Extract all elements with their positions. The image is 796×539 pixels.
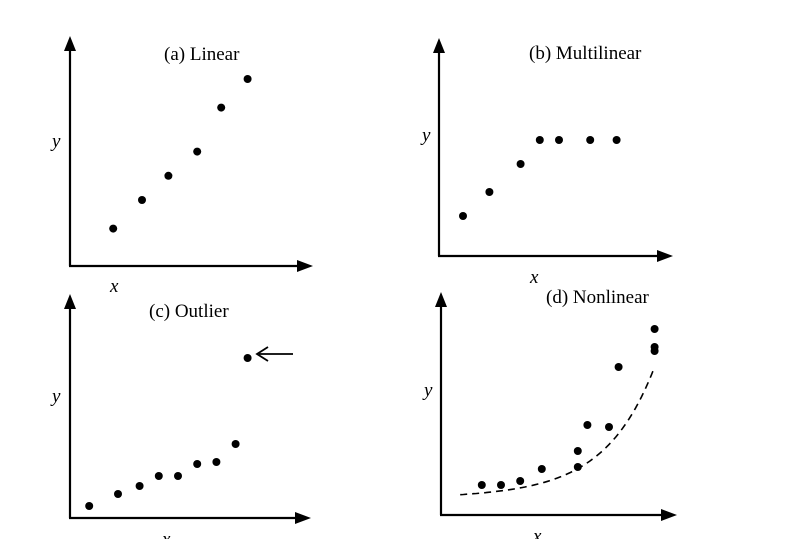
data-point (459, 212, 467, 220)
data-point (154, 472, 163, 480)
x-axis-label: x (161, 529, 171, 539)
outlier-point (243, 354, 252, 362)
x-axis-label: x (529, 267, 539, 288)
data-point (193, 460, 202, 468)
y-axis-label: y (420, 125, 431, 146)
panel-title: (d) Nonlinear (546, 287, 650, 308)
panel-title: (a) Linear (164, 44, 240, 65)
data-point (114, 490, 122, 498)
x-axis-label: x (109, 276, 119, 297)
data-points (85, 354, 252, 510)
panel-linear: (a) Linear y x (50, 36, 313, 297)
data-point (135, 482, 144, 490)
data-point (516, 160, 525, 168)
y-axis-label: y (50, 386, 61, 407)
x-axis-arrowhead (661, 509, 677, 521)
x-axis-arrowhead (295, 512, 311, 524)
data-point (212, 458, 221, 466)
data-point (193, 147, 202, 156)
data-point (535, 136, 544, 144)
data-point (605, 423, 613, 431)
data-point (612, 136, 621, 144)
data-point (586, 136, 595, 144)
panel-nonlinear: (d) Nonlinear y x (422, 287, 677, 539)
outlier-pointer-arrow-icon (255, 346, 293, 362)
data-point (583, 421, 592, 429)
data-point (109, 224, 118, 233)
data-point (477, 481, 486, 489)
data-point (217, 103, 226, 112)
panel-title: (c) Outlier (149, 301, 229, 322)
data-points (477, 325, 659, 489)
panel-multilinear: (b) Multilinear y x (420, 38, 673, 288)
data-point (573, 463, 582, 471)
data-point (516, 477, 525, 485)
y-axis-arrowhead (433, 38, 445, 53)
trend-curve (460, 366, 656, 496)
data-point (614, 363, 623, 371)
data-point (555, 136, 563, 144)
data-point (243, 75, 252, 83)
y-axis-arrowhead (64, 294, 76, 309)
data-point (231, 440, 240, 448)
data-point (174, 472, 182, 480)
data-point (164, 171, 173, 180)
panel-title: (b) Multilinear (529, 43, 642, 64)
data-point (85, 502, 94, 510)
x-axis-arrowhead (297, 260, 313, 272)
data-point (650, 325, 659, 333)
data-point (650, 347, 659, 355)
x-axis-label: x (532, 526, 542, 539)
data-points (459, 136, 621, 220)
data-point (485, 188, 494, 196)
y-axis-label: y (50, 131, 61, 152)
y-axis-arrowhead (435, 292, 447, 307)
data-point (537, 465, 546, 473)
data-point (573, 447, 582, 455)
data-point (138, 196, 146, 204)
y-axis-arrowhead (64, 36, 76, 51)
data-point (497, 481, 505, 489)
x-axis-arrowhead (657, 250, 673, 262)
y-axis-label: y (422, 380, 433, 401)
panel-outlier: (c) Outlier y x (50, 294, 311, 539)
data-points (109, 75, 252, 233)
